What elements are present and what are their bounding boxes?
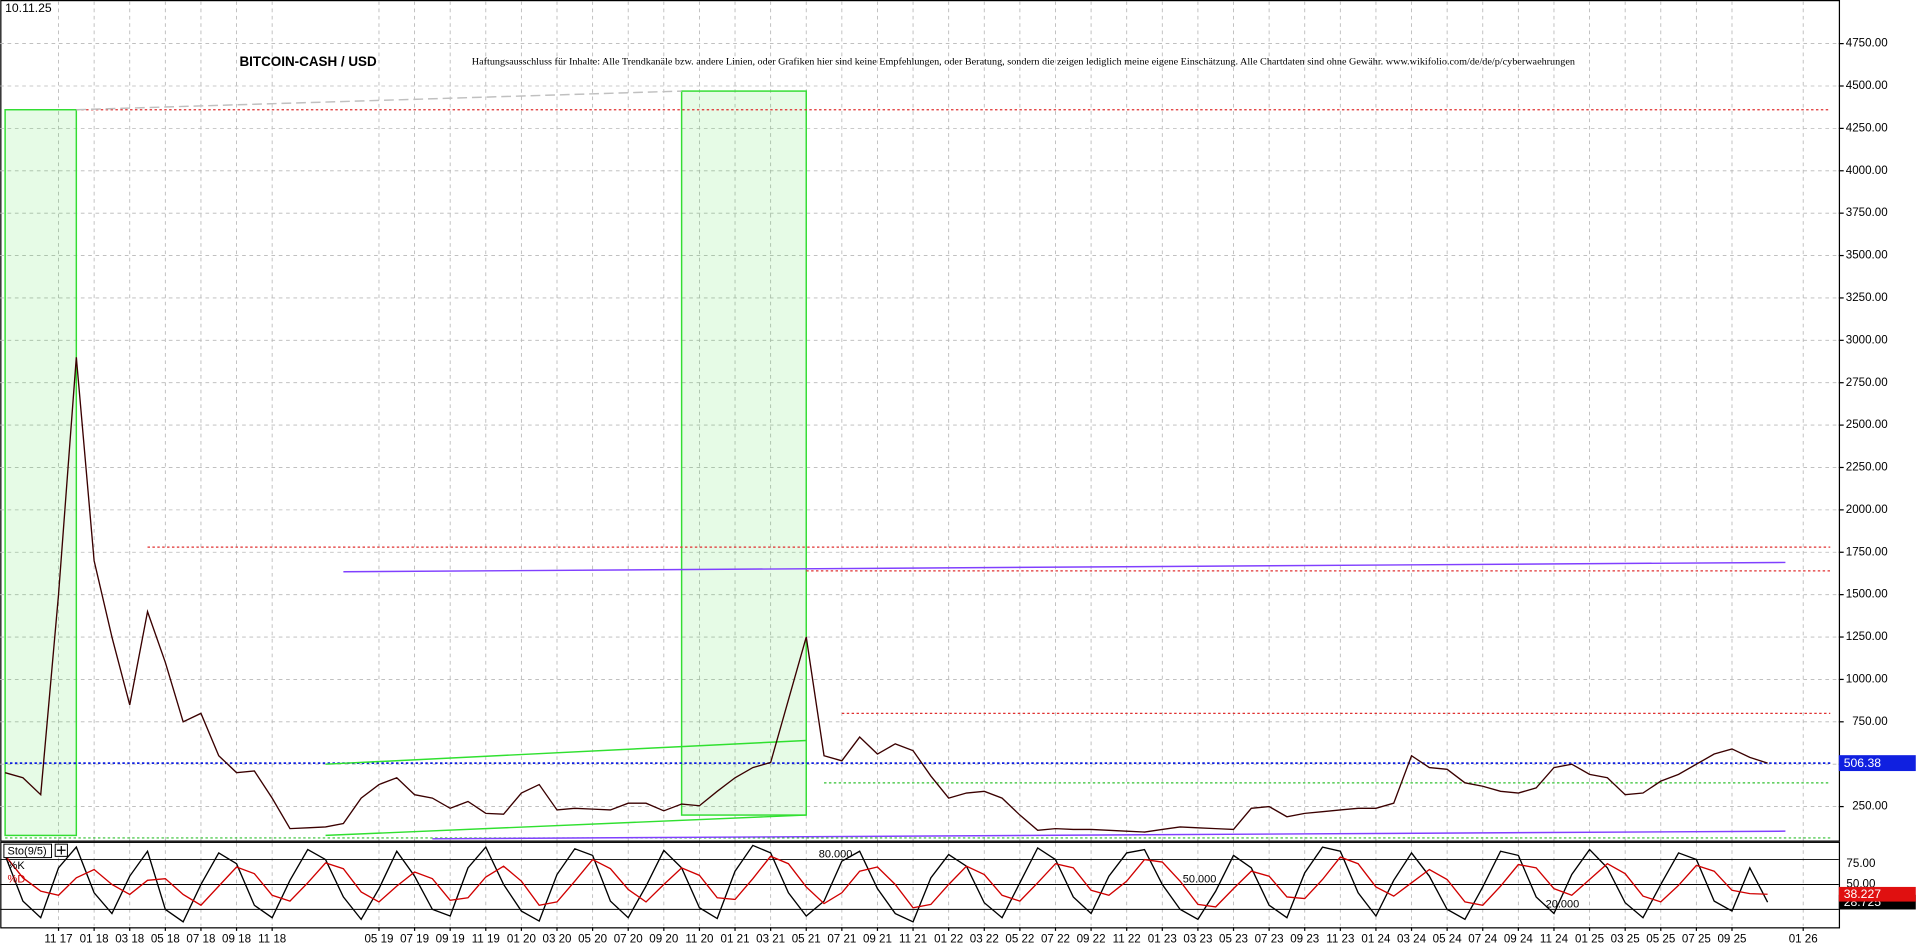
x-tick-label: 01 24: [1361, 933, 1391, 946]
x-tick-label: 11 23: [1326, 933, 1354, 946]
price-tag: [1838, 755, 1916, 772]
x-tick-label: 03 24: [1397, 933, 1427, 946]
y-tick-label: 2750.00: [1846, 376, 1888, 389]
x-tick-label: 09 22: [1077, 933, 1106, 946]
x-tick-label: 07 19: [400, 933, 429, 946]
trend-line: [325, 814, 807, 837]
y2-tick-label: 75.00: [1846, 857, 1875, 870]
x-tick-label: 01 26: [1789, 933, 1818, 946]
x-tick-label: 07 25: [1682, 933, 1711, 946]
zone: [4, 109, 78, 837]
y-tick-label: 4500.00: [1846, 79, 1888, 92]
y-tick-label: 3750.00: [1846, 206, 1888, 219]
x-tick-label: 07 20: [614, 933, 643, 946]
trend-line: [432, 830, 1786, 840]
x-tick-label: 09 23: [1290, 933, 1319, 946]
y-tick-label: 1500.00: [1846, 588, 1888, 601]
stoch-level-label: 20.000: [1546, 898, 1580, 910]
x-tick-label: 09 25: [1717, 933, 1746, 946]
y-tick-label: 3000.00: [1846, 333, 1888, 346]
disclaimer: Haftungsausschluss für Inhalte: Alle Tre…: [472, 57, 1575, 68]
value-tag-label: 38.227: [1844, 887, 1882, 901]
y-tick-label: 3500.00: [1846, 249, 1888, 262]
x-tick-label: 07 21: [827, 933, 856, 946]
legend-k: %K: [8, 860, 26, 872]
x-tick-label: 05 20: [578, 933, 607, 946]
x-tick-label: 07 18: [186, 933, 215, 946]
y-tick-label: 1250.00: [1846, 630, 1888, 643]
x-tick-label: 09 24: [1504, 933, 1534, 946]
x-tick-label: 11 18: [258, 933, 286, 946]
y-tick-label: 750.00: [1852, 715, 1887, 728]
y-tick-label: 3250.00: [1846, 291, 1888, 304]
x-tick-label: 11 19: [472, 933, 500, 946]
x-tick-label: 03 20: [542, 933, 571, 946]
price-panel: [0, 0, 1841, 842]
y-tick-label: 2500.00: [1846, 418, 1888, 431]
x-tick-label: 07 24: [1468, 933, 1498, 946]
y-tick-label: 4250.00: [1846, 121, 1888, 134]
x-tick-label: 01 20: [507, 933, 536, 946]
x-tick-label: 07 22: [1041, 933, 1070, 946]
x-tick-label: 05 22: [1005, 933, 1034, 946]
x-tick-label: 11 24: [1540, 933, 1569, 946]
y-tick-label: 1750.00: [1846, 545, 1888, 558]
trend-line: [343, 561, 1786, 573]
date: 10.11.25: [5, 1, 52, 15]
stochastic-panel: [0, 841, 1841, 929]
price-tag-label: 506.38: [1844, 756, 1882, 770]
x-tick-label: 11 21: [899, 933, 927, 946]
x-tick-label: 05 21: [792, 933, 821, 946]
value-tag: [1838, 886, 1916, 902]
x-tick-label: 01 25: [1575, 933, 1604, 946]
y-tick-label: 1000.00: [1846, 672, 1888, 685]
x-tick-label: 09 19: [436, 933, 465, 946]
legend-d: %D: [8, 873, 26, 885]
series-line: [4, 357, 1768, 833]
x-tick-label: 03 22: [970, 933, 999, 946]
y-tick-label: 4750.00: [1846, 37, 1888, 50]
x-tick-label: 11 17: [44, 933, 72, 946]
add-icon: [57, 845, 66, 855]
stoch-level-label: 80.000: [819, 849, 853, 861]
x-tick-label: 05 24: [1433, 933, 1463, 946]
x-tick-label: 05 19: [364, 933, 393, 946]
x-tick-label: 05 25: [1646, 933, 1675, 946]
x-tick-label: 05 23: [1219, 933, 1248, 946]
y-tick-label: 250.00: [1852, 800, 1887, 813]
y-tick-label: 4000.00: [1846, 164, 1888, 177]
chart-title: BITCOIN-CASH / USD: [239, 54, 377, 69]
indicator-title: Sto(9/5): [8, 845, 47, 857]
y-tick-label: 2000.00: [1846, 503, 1888, 516]
x-tick-label: 01 23: [1148, 933, 1177, 946]
x-tick-label: 09 21: [863, 933, 892, 946]
x-tick-label: 05 18: [151, 933, 180, 946]
x-tick-label: 11 20: [685, 933, 713, 946]
x-tick-label: 01 18: [80, 933, 109, 946]
x-tick-label: 11 22: [1113, 933, 1141, 946]
indicator-box: [3, 843, 53, 859]
x-tick-label: 03 21: [756, 933, 785, 946]
trend-line: [325, 739, 807, 765]
x-tick-label: 01 21: [721, 933, 750, 946]
y-tick-label: 2250.00: [1846, 461, 1888, 474]
x-tick-label: 09 18: [222, 933, 251, 946]
stoch-level-label: 50.000: [1183, 873, 1217, 885]
zone: [680, 90, 807, 816]
x-tick-label: 01 22: [934, 933, 963, 946]
trend-line: [76, 90, 682, 111]
x-tick-label: 09 20: [649, 933, 678, 946]
x-tick-label: 07 23: [1255, 933, 1284, 946]
series-line: [4, 854, 1768, 909]
x-tick-label: 03 18: [115, 933, 144, 946]
x-tick-label: 03 25: [1611, 933, 1640, 946]
x-tick-label: 03 23: [1183, 933, 1212, 946]
